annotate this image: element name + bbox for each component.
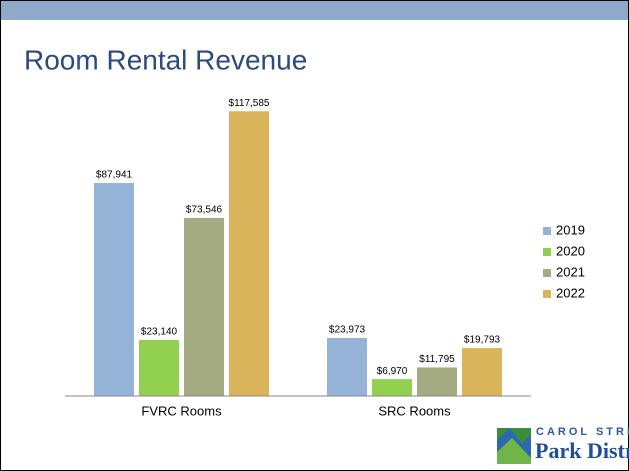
bar: [184, 217, 224, 396]
x-tick-label: FVRC Rooms: [141, 403, 222, 418]
bar: [94, 183, 134, 396]
bar: [462, 348, 502, 396]
logo-icon-hill: [497, 438, 531, 464]
data-label: $73,546: [186, 205, 223, 216]
data-label: $23,973: [329, 325, 366, 336]
data-label: $23,140: [141, 327, 178, 338]
chart-title: Room Rental Revenue: [24, 44, 307, 75]
bar: [327, 337, 367, 396]
data-label: $19,793: [464, 335, 501, 346]
logo-line2: Park District: [535, 438, 629, 463]
data-label: $117,585: [229, 98, 270, 109]
legend-swatch: [543, 227, 551, 235]
data-label: $6,970: [377, 366, 408, 377]
top-banner: [1, 1, 628, 20]
logo-line1: CAROL STREAM: [536, 426, 629, 438]
logo: CAROL STREAM Park District: [497, 426, 629, 464]
data-label: $11,795: [419, 354, 455, 365]
bar: [139, 339, 179, 396]
bar: [229, 111, 269, 397]
legend-swatch: [543, 269, 551, 277]
bar: [417, 367, 457, 396]
legend-label: 2019: [556, 222, 585, 237]
legend-swatch: [543, 248, 551, 256]
legend-label: 2022: [556, 285, 585, 300]
legend-label: 2020: [556, 243, 585, 258]
bar: [372, 379, 412, 396]
x-tick-label: SRC Rooms: [378, 403, 451, 418]
legend-swatch: [543, 290, 551, 298]
legend-label: 2021: [556, 264, 585, 279]
data-label: $87,941: [96, 170, 133, 181]
